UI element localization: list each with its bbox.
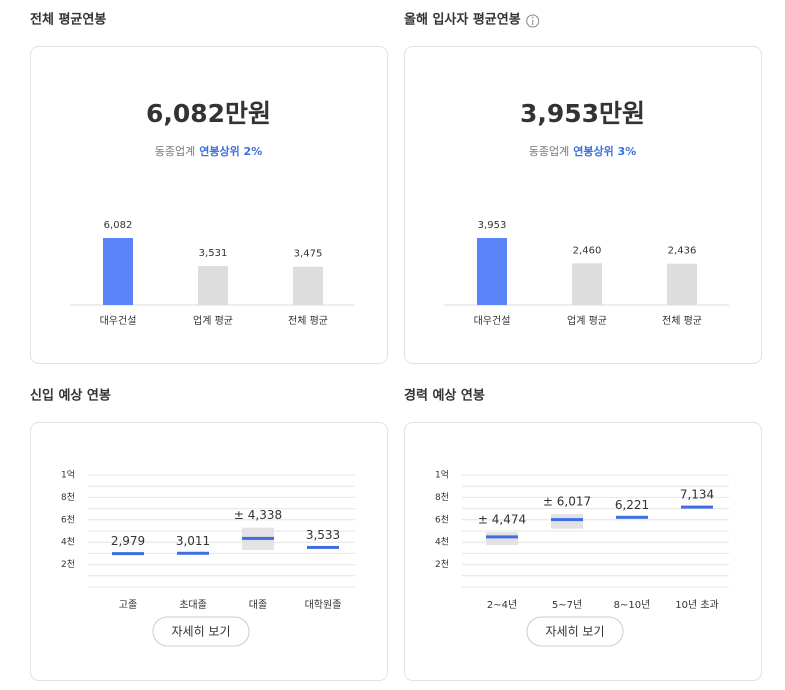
value-label: 7,134 [680, 488, 714, 502]
value-label: 2,979 [111, 534, 145, 548]
bar [667, 263, 697, 305]
value-mark [177, 551, 209, 555]
subtitle: 동종업계 연봉상위 3% [529, 144, 636, 158]
category-label: 5~7년 [552, 599, 582, 611]
value-mark [551, 518, 583, 522]
category-label: 대졸 [249, 599, 267, 611]
highlight: 연봉상위 3% [573, 144, 636, 158]
category-label: 고졸 [119, 599, 137, 611]
category-label: 2~4년 [487, 599, 517, 611]
info-icon[interactable] [526, 14, 540, 28]
subtitle-text: 동종업계 [155, 145, 195, 158]
value-label: ± 4,474 [478, 513, 526, 527]
subtitle: 동종업계 연봉상위 2% [155, 144, 262, 158]
category-label: 업계 평균 [193, 314, 233, 327]
category-label: 8~10년 [614, 599, 651, 611]
info-icon-dot [531, 16, 534, 19]
value-label: 3,475 [294, 249, 323, 260]
y-tick-label: 1억 [435, 469, 449, 481]
panel-title: 신입 예상 연봉 [30, 388, 111, 404]
value-label: 3,533 [306, 528, 340, 542]
category-label: 전체 평균 [662, 315, 702, 327]
panel-title: 경력 예상 연봉 [404, 388, 485, 404]
category-label: 대우건설 [474, 315, 511, 327]
subtitle-text: 동종업계 [529, 145, 569, 158]
panel-title: 전체 평균연봉 [30, 12, 106, 28]
value-mark [616, 515, 648, 519]
category-label: 10년 초과 [675, 599, 719, 611]
y-tick-label: 2천 [435, 559, 449, 570]
button-label[interactable]: 자세히 보기 [545, 625, 604, 639]
value-label: 3,011 [176, 534, 210, 548]
panel [404, 422, 762, 681]
category-label: 대학원졸 [305, 599, 342, 611]
value-label: 6,082 [104, 220, 133, 231]
y-tick-label: 1억 [61, 469, 75, 481]
category-label: 대우건설 [100, 315, 137, 327]
value-mark [681, 505, 713, 509]
bar [293, 266, 323, 305]
highlight: 연봉상위 2% [199, 144, 262, 158]
y-tick-label: 6천 [435, 514, 449, 525]
category-label: 업계 평균 [567, 314, 607, 327]
y-tick-label: 4천 [61, 537, 75, 548]
headline: 3,953만원 [520, 99, 645, 128]
category-label: 전체 평균 [288, 315, 328, 327]
value-mark [307, 545, 339, 549]
panel [30, 422, 388, 681]
button-label[interactable]: 자세히 보기 [171, 625, 230, 639]
bar [572, 263, 602, 305]
value-mark [112, 552, 144, 556]
bar [198, 266, 228, 305]
value-label: 3,531 [199, 248, 228, 259]
value-label: 6,221 [615, 498, 649, 512]
button[interactable] [152, 616, 250, 647]
y-tick-label: 8천 [61, 492, 75, 503]
range-band [486, 532, 518, 545]
y-tick-label: 8천 [435, 492, 449, 503]
value-label: ± 4,338 [234, 508, 282, 522]
bar [477, 238, 507, 305]
value-mark [242, 536, 274, 540]
y-tick-label: 4천 [435, 537, 449, 548]
panel-title: 올해 입사자 평균연봉 [404, 12, 521, 28]
value-label: ± 6,017 [543, 495, 591, 509]
y-tick-label: 2천 [61, 559, 75, 570]
bar [103, 238, 133, 305]
value-mark [486, 535, 518, 539]
value-label: 2,436 [668, 246, 697, 257]
y-tick-label: 6천 [61, 514, 75, 525]
headline: 6,082만원 [146, 99, 271, 128]
value-label: 3,953 [478, 220, 507, 231]
button[interactable] [526, 616, 624, 647]
category-label: 초대졸 [179, 599, 207, 611]
value-label: 2,460 [573, 245, 602, 256]
range-band [551, 514, 583, 529]
